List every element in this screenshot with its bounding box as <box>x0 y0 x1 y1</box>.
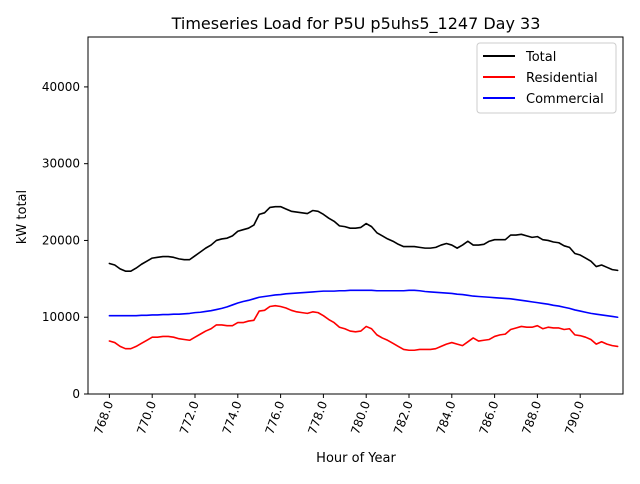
legend-label-total: Total <box>525 50 556 65</box>
y-tick-label: 30000 <box>42 157 80 171</box>
legend: Total Residential Commercial <box>476 42 617 114</box>
series-line-total <box>108 205 619 272</box>
x-tick-label: 782.0 <box>391 399 416 436</box>
x-tick-label: 786.0 <box>477 399 502 436</box>
x-tick-label: 770.0 <box>134 399 159 436</box>
legend-box <box>476 42 617 114</box>
y-axis-label: kW total <box>15 190 30 244</box>
x-axis-label: Hour of Year <box>316 451 396 466</box>
x-tick-label: 784.0 <box>434 399 459 436</box>
x-tick-label: 774.0 <box>220 399 245 436</box>
plot-area-frame <box>87 36 624 395</box>
x-tick-label: 790.0 <box>562 399 587 436</box>
x-tick-label: 788.0 <box>519 399 544 436</box>
x-tick-label: 776.0 <box>263 399 288 436</box>
chart-title: Timeseries Load for P5U p5uhs5_1247 Day … <box>171 14 541 34</box>
series-layer <box>108 205 619 352</box>
series-line-residential <box>108 304 619 352</box>
y-tick-label: 0 <box>72 387 80 401</box>
x-tick-label: 772.0 <box>177 399 202 436</box>
legend-label-residential: Residential <box>526 71 598 86</box>
ticks-layer: 768.0 770.0 772.0 774.0 776.0 778.0 780.0 782.0… <box>42 80 587 436</box>
y-tick-label: 20000 <box>42 233 80 247</box>
x-tick-label: 778.0 <box>305 399 330 436</box>
series-line-commercial <box>108 289 619 319</box>
legend-label-commercial: Commercial <box>526 92 604 107</box>
y-tick-label: 40000 <box>42 80 80 94</box>
x-tick-label: 780.0 <box>348 399 373 436</box>
y-tick-label: 10000 <box>42 310 80 324</box>
x-tick-label: 768.0 <box>91 399 116 436</box>
